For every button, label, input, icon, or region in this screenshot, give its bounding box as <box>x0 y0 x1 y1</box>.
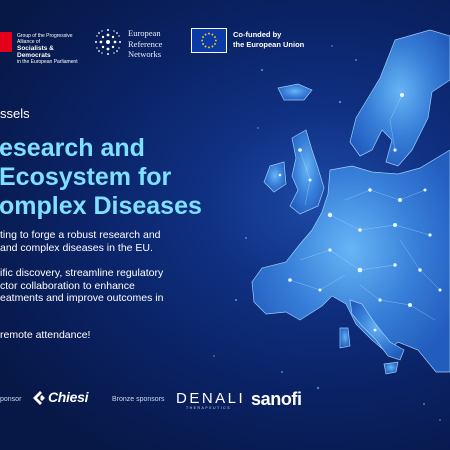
eu-line-1: Co-funded by <box>233 30 282 39</box>
sponsors-bar: ponsor Chiesi Bronze sponsors DENALI THE… <box>0 382 450 418</box>
party-line-1: Group of the Progressive Alliance of <box>17 33 73 45</box>
denali-wordmark: DENALI <box>176 390 246 407</box>
title-line-1: esearch and <box>0 134 145 162</box>
event-location: ssels <box>0 106 30 121</box>
ern-wordmark: European Reference Networks <box>128 28 162 60</box>
bronze-sponsors-label: Bronze sponsors <box>112 396 165 403</box>
sicily-shape <box>383 361 399 375</box>
socialists-democrats-wordmark: Group of the Progressive Alliance of Soc… <box>17 33 89 65</box>
partner-logos-bar: Group of the Progressive Alliance of Soc… <box>0 24 450 65</box>
party-line-3: in the European Parliament <box>17 59 78 65</box>
event-title: esearch and Ecosystem for omplex Disease… <box>0 134 259 221</box>
goals-line-3: eatments and improve outcomes in <box>0 292 164 304</box>
eu-cofunded-label: Co-funded by the European Union <box>233 30 304 49</box>
mainland-europe-shape <box>251 149 450 373</box>
sponsor-label: ponsor <box>0 396 22 403</box>
goals-line-2: ctor collaboration to enhance <box>0 279 135 292</box>
attendance-note: remote attendance! <box>0 329 91 341</box>
scandinavia-shape <box>349 29 450 167</box>
ireland-shape <box>263 161 287 193</box>
ern-line-1: European <box>128 28 161 38</box>
event-goals: ific discovery, streamline regulatory ct… <box>0 267 230 305</box>
denali-logo: DENALI THERAPEUTICS <box>176 390 245 410</box>
title-line-3: omplex Diseases <box>0 192 202 220</box>
ern-line-2: Reference <box>128 38 163 49</box>
description-line-1: ting to forge a robust research and <box>0 229 161 241</box>
eu-line-2: the European Union <box>233 39 305 49</box>
iceland-shape <box>277 83 313 101</box>
denali-tagline: THERAPEUTICS <box>186 406 232 410</box>
chiesi-mark-icon <box>33 391 45 405</box>
ern-line-3: Networks <box>128 49 162 59</box>
socialists-democrats-logo <box>0 32 12 52</box>
ern-globe-icon <box>95 29 121 55</box>
party-line-2: Socialists & Democrats <box>17 45 54 59</box>
sardinia-shape <box>339 327 351 349</box>
sanofi-logo: sanofi <box>251 389 302 409</box>
chiesi-wordmark: Chiesi <box>48 389 89 405</box>
italy-shape <box>349 299 405 361</box>
goals-line-1: ific discovery, streamline regulatory <box>0 267 164 279</box>
eu-flag-icon <box>191 28 227 53</box>
event-description: ting to forge a robust research and and … <box>0 229 230 254</box>
description-line-2: and complex diseases in the EU. <box>0 241 153 254</box>
title-line-2: Ecosystem for <box>0 163 172 191</box>
britain-shape <box>289 129 325 215</box>
